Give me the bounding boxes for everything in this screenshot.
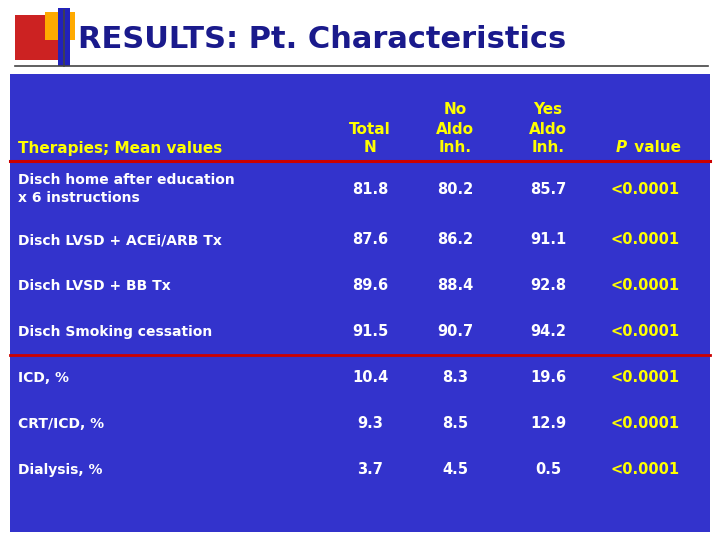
Text: CRT/ICD, %: CRT/ICD, % (18, 417, 104, 431)
Text: <0.0001: <0.0001 (611, 279, 680, 294)
Text: 94.2: 94.2 (530, 325, 566, 340)
Text: Disch home after education
x 6 instructions: Disch home after education x 6 instructi… (18, 173, 235, 205)
Text: 19.6: 19.6 (530, 370, 566, 386)
Text: 86.2: 86.2 (437, 233, 473, 247)
Text: No: No (444, 103, 467, 118)
Text: Inh.: Inh. (531, 140, 564, 156)
Text: 81.8: 81.8 (352, 181, 388, 197)
Bar (45, 12, 75, 40)
Text: 3.7: 3.7 (357, 462, 383, 477)
Text: Inh.: Inh. (438, 140, 472, 156)
Text: Aldo: Aldo (436, 123, 474, 138)
Text: 4.5: 4.5 (442, 462, 468, 477)
Text: 0.5: 0.5 (535, 462, 561, 477)
Text: 89.6: 89.6 (352, 279, 388, 294)
Bar (15, 15, 70, 60)
Text: 91.5: 91.5 (352, 325, 388, 340)
Bar (10, 74, 710, 532)
Bar (58, 8, 70, 66)
Text: 10.4: 10.4 (352, 370, 388, 386)
Text: Therapies; Mean values: Therapies; Mean values (18, 140, 222, 156)
Text: 12.9: 12.9 (530, 416, 566, 431)
Text: 92.8: 92.8 (530, 279, 566, 294)
Text: Disch LVSD + BB Tx: Disch LVSD + BB Tx (18, 279, 171, 293)
Text: 90.7: 90.7 (437, 325, 473, 340)
Text: <0.0001: <0.0001 (611, 416, 680, 431)
Text: 8.5: 8.5 (442, 416, 468, 431)
Text: 9.3: 9.3 (357, 416, 383, 431)
Text: 88.4: 88.4 (437, 279, 473, 294)
Text: Yes: Yes (534, 103, 562, 118)
Text: 87.6: 87.6 (352, 233, 388, 247)
Text: value: value (629, 140, 681, 156)
Text: Total: Total (349, 123, 391, 138)
Text: N: N (364, 140, 377, 156)
Text: ICD, %: ICD, % (18, 371, 69, 385)
Text: <0.0001: <0.0001 (611, 181, 680, 197)
Text: <0.0001: <0.0001 (611, 325, 680, 340)
Text: <0.0001: <0.0001 (611, 462, 680, 477)
Text: 80.2: 80.2 (437, 181, 473, 197)
Text: P: P (616, 140, 627, 156)
Text: Disch LVSD + ACEi/ARB Tx: Disch LVSD + ACEi/ARB Tx (18, 233, 222, 247)
Text: 85.7: 85.7 (530, 181, 566, 197)
Text: <0.0001: <0.0001 (611, 233, 680, 247)
Text: RESULTS: Pt. Characteristics: RESULTS: Pt. Characteristics (78, 25, 566, 55)
Text: Disch Smoking cessation: Disch Smoking cessation (18, 325, 212, 339)
Text: Aldo: Aldo (529, 123, 567, 138)
Text: Dialysis, %: Dialysis, % (18, 463, 102, 477)
Text: 91.1: 91.1 (530, 233, 566, 247)
Text: <0.0001: <0.0001 (611, 370, 680, 386)
Text: 8.3: 8.3 (442, 370, 468, 386)
